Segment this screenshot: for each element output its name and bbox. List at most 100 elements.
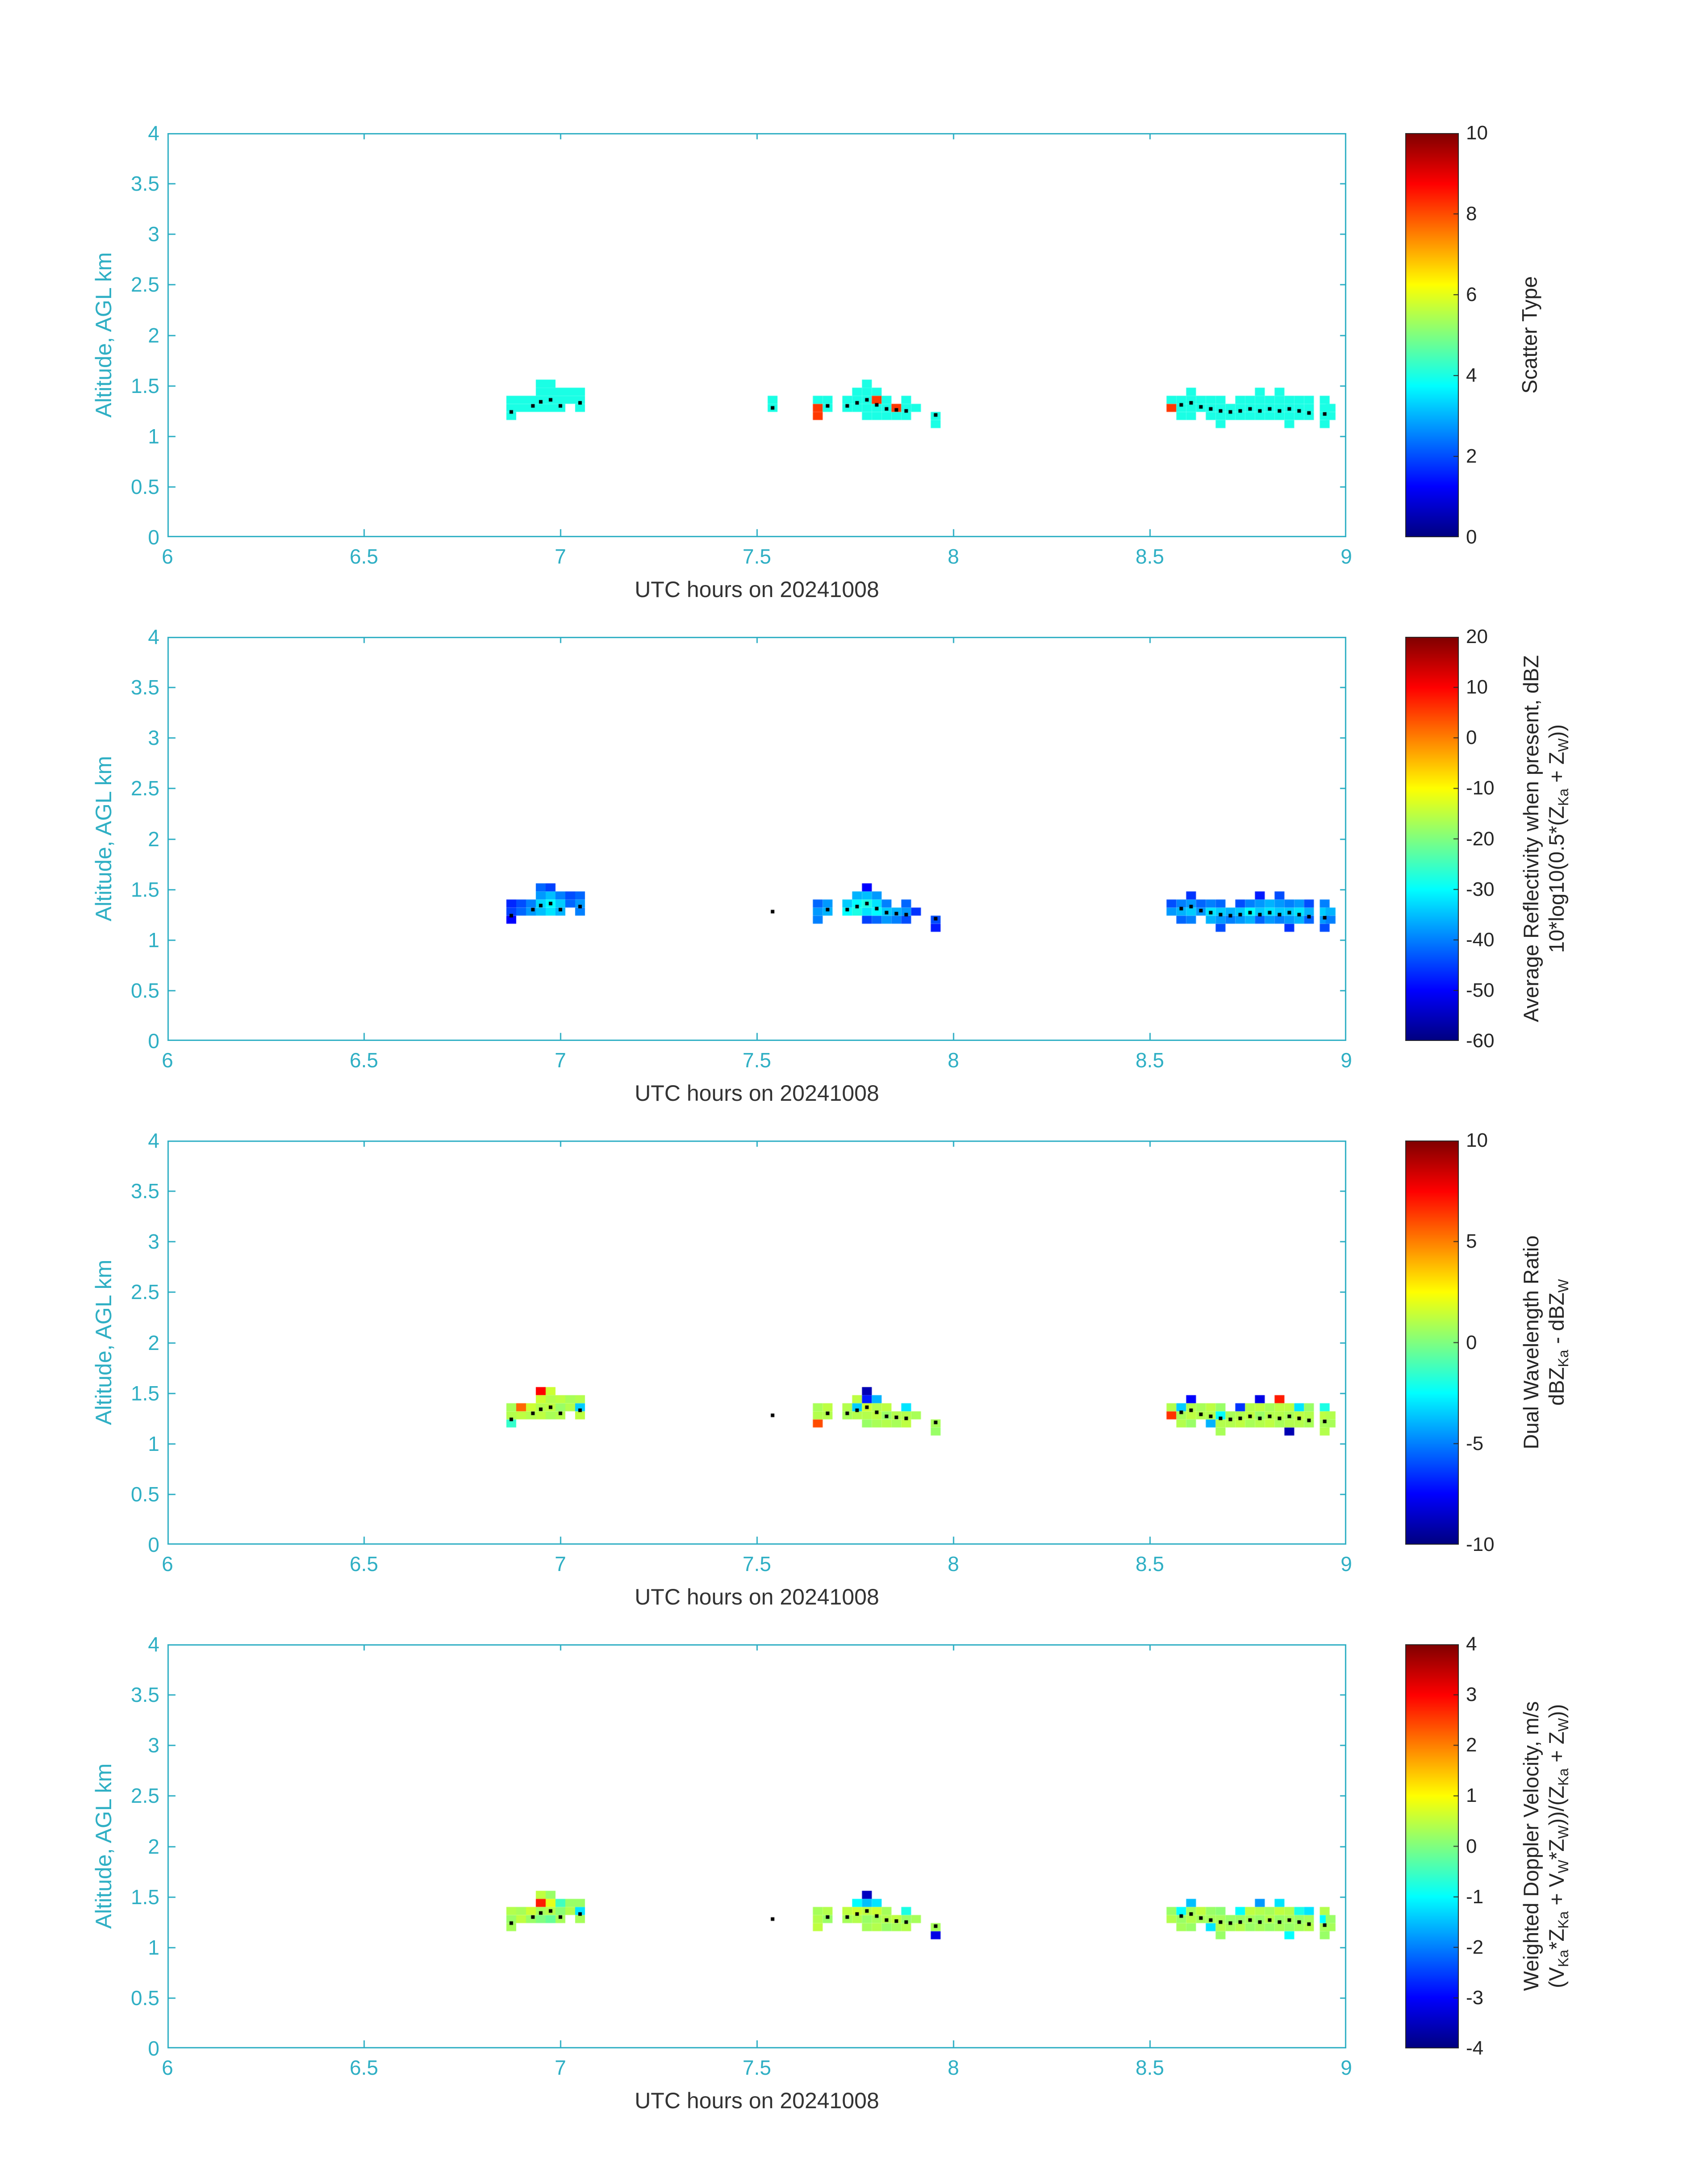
y-axis-label: Altitude, AGL km — [91, 1763, 116, 1929]
colorbar-label-line: 10*log10(0.5*(ZKa + ZW)) — [1544, 724, 1572, 953]
colorbar-label-line: (VKa*ZKa + VW*ZW))/(ZKa + ZW)) — [1544, 1704, 1572, 1989]
y-axis-label: Altitude, AGL km — [91, 252, 116, 418]
colorbar-tick-label: 2 — [1466, 445, 1477, 467]
y-tick-label: 3.5 — [131, 1179, 159, 1203]
x-tick-label: 9 — [1341, 545, 1352, 568]
colorbar-tick-label: -60 — [1466, 1030, 1495, 1052]
x-tick-label: 7 — [555, 1049, 566, 1072]
colorbar-tick-label: 1 — [1466, 1784, 1477, 1807]
y-tick-label: 3 — [148, 726, 159, 750]
y-tick-label: 1.5 — [131, 374, 159, 397]
x-tick-label: 8.5 — [1136, 1552, 1164, 1575]
x-tick-label: 7.5 — [743, 545, 771, 568]
colorbar-tick-label: -10 — [1466, 777, 1495, 799]
colorbar-tick-label: -4 — [1466, 2037, 1484, 2059]
y-tick-label: 0 — [148, 526, 159, 549]
x-tick-label: 8.5 — [1136, 1049, 1164, 1072]
colorbar: -10 -5 0 5 10 Dual Wavelength Ratio dBZKa - d… — [1405, 1129, 1571, 1555]
colorbar-tick-label: -2 — [1466, 1936, 1484, 1958]
colorbar-gradient — [1405, 1141, 1459, 1545]
y-tick-label: 0.5 — [131, 978, 159, 1002]
colorbar-label-line: dBZKa - dBZW — [1544, 1279, 1572, 1406]
x-tick-label: 9 — [1341, 1552, 1352, 1575]
x-tick-label: 6.5 — [350, 545, 378, 568]
y-tick-label: 1.5 — [131, 877, 159, 901]
y-tick-label: 2.5 — [131, 1784, 159, 1808]
panel-average-reflectivity: Altitude, AGL km 6 6.5 7 7.5 8 8.5 9 0 0.5 1 1.5 2… — [0, 625, 1708, 1141]
y-tick-label: 0.5 — [131, 1482, 159, 1506]
colorbar-tick-label: -50 — [1466, 979, 1495, 1001]
y-tick-label: 1 — [148, 928, 159, 952]
x-tick-label: 6 — [162, 2056, 173, 2079]
y-tick-label: 2 — [148, 827, 159, 851]
subscript: Ka — [1555, 788, 1572, 806]
y-tick-label: 2 — [148, 1834, 159, 1858]
y-tick-label: 0 — [148, 1533, 159, 1556]
colorbar-tick-label: 0 — [1466, 1835, 1477, 1857]
colorbar-tick-label: -20 — [1466, 827, 1495, 850]
colorbar-tick-label: -30 — [1466, 878, 1495, 900]
plot-area: 6 6.5 7 7.5 8 8.5 9 0 0.5 1 1.5 2 2.5 3 3.5 4 — [131, 625, 1352, 1072]
x-tick-label: 6 — [162, 1049, 173, 1072]
x-tick-label: 7 — [555, 2056, 566, 2079]
panel-weighted-doppler-velocity: Altitude, AGL km 6 6.5 7 7.5 8 8.5 9 0 0.5 1 1.5 2… — [0, 1633, 1708, 2148]
colorbar-tick-label: -3 — [1466, 1986, 1484, 2009]
x-tick-label: 6 — [162, 545, 173, 568]
heatmap-canvas — [167, 637, 1346, 1041]
colorbar-tick-label: 0 — [1466, 727, 1477, 749]
y-tick-label: 2 — [148, 1331, 159, 1354]
subscript: Ka — [1555, 1911, 1572, 1929]
colorbar-label-line: Average Reflectivity when present, dBZ — [1519, 655, 1543, 1023]
y-tick-label: 0 — [148, 1029, 159, 1053]
subscript: W — [1555, 738, 1572, 752]
y-tick-label: 1.5 — [131, 1381, 159, 1405]
colorbar-tick-label: 5 — [1466, 1230, 1477, 1253]
subscript: W — [1555, 1859, 1572, 1873]
colorbar-tick-label: 4 — [1466, 364, 1477, 386]
colorbar-tick-label: 6 — [1466, 284, 1477, 305]
colorbar-label-line: Scatter Type — [1517, 276, 1541, 394]
colorbar-label: Weighted Doppler Velocity, m/s (VKa*ZKa +… — [1518, 1701, 1576, 1991]
colorbar-tick-label: -40 — [1466, 928, 1495, 951]
colorbar-tick-label: 2 — [1466, 1734, 1477, 1756]
y-tick-label: 1 — [148, 1432, 159, 1455]
x-tick-label: 8 — [948, 1552, 959, 1575]
y-tick-label: 3.5 — [131, 676, 159, 699]
y-tick-label: 2 — [148, 323, 159, 347]
colorbar-tick-label: -1 — [1466, 1885, 1484, 1908]
x-tick-label: 7.5 — [743, 2056, 771, 2079]
colorbar-label: Dual Wavelength Ratio dBZKa - dBZW — [1518, 1236, 1576, 1450]
y-axis-label: Altitude, AGL km — [91, 756, 116, 922]
subscript: Ka — [1555, 1949, 1572, 1968]
plot-area: 6 6.5 7 7.5 8 8.5 9 0 0.5 1 1.5 2 2.5 3 3.5 4 — [131, 121, 1352, 568]
y-tick-label: 3 — [148, 1734, 159, 1757]
y-tick-label: 3 — [148, 1230, 159, 1254]
y-tick-label: 1 — [148, 424, 159, 448]
x-axis-label: UTC hours on 20241008 — [635, 1081, 879, 1106]
colorbar-tick-label: 10 — [1466, 676, 1488, 698]
colorbar-label: Average Reflectivity when present, dBZ 10… — [1518, 655, 1576, 1022]
panel-dual-wavelength-ratio: Altitude, AGL km 6 6.5 7 7.5 8 8.5 9 0 0.5 1 1.5 2… — [0, 1129, 1708, 1644]
heatmap-canvas — [167, 133, 1346, 537]
y-tick-label: 2.5 — [131, 1280, 159, 1304]
y-tick-label: 2.5 — [131, 273, 159, 297]
x-tick-label: 6 — [162, 1552, 173, 1575]
colorbar-label-line: Weighted Doppler Velocity, m/s — [1519, 1701, 1543, 1991]
colorbar-tick-label: -5 — [1466, 1432, 1484, 1454]
y-tick-label: 1.5 — [131, 1885, 159, 1909]
x-tick-label: 8.5 — [1136, 545, 1164, 568]
plot-area: 6 6.5 7 7.5 8 8.5 9 0 0.5 1 1.5 2 2.5 3 3.5 4 — [131, 1633, 1352, 2079]
plot-area: 6 6.5 7 7.5 8 8.5 9 0 0.5 1 1.5 2 2.5 3 3.5 4 — [131, 1129, 1352, 1575]
subscript: Ka — [1555, 1768, 1572, 1786]
x-axis-label: UTC hours on 20241008 — [635, 1584, 879, 1609]
y-tick-label: 3.5 — [131, 172, 159, 196]
y-tick-label: 1 — [148, 1935, 159, 1959]
colorbar: -4 -3 -2 -1 0 1 2 3 4 Weighted Doppler Velocity,… — [1405, 1633, 1571, 2059]
y-tick-label: 3 — [148, 222, 159, 246]
x-tick-label: 6.5 — [350, 1552, 378, 1575]
x-axis-label: UTC hours on 20241008 — [635, 577, 879, 602]
colorbar-tick-label: 0 — [1466, 526, 1477, 548]
colorbar: 0 2 4 6 8 10 Scatter Type — [1405, 122, 1541, 548]
x-tick-label: 6.5 — [350, 1049, 378, 1072]
colorbar-gradient — [1405, 133, 1459, 537]
